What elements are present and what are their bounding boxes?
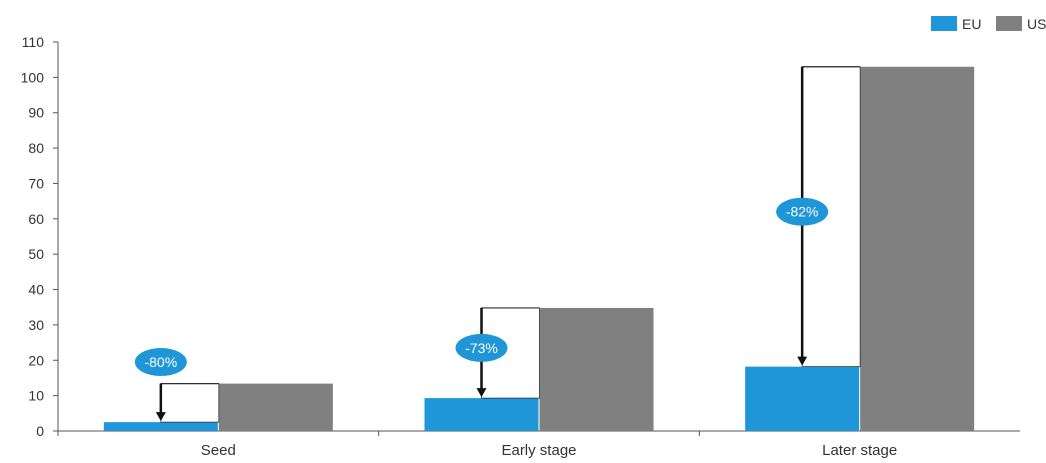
axes: 0 10 20 30 40 50 60 70 80 90 100 110 Seed Early stage… (21, 34, 1020, 459)
y-tick-label: 70 (28, 175, 44, 191)
x-tick-label: Early stage (501, 442, 576, 458)
annotation-bubble (776, 197, 829, 226)
x-tick-label: Seed (201, 442, 236, 458)
y-tick-label: 20 (28, 352, 44, 368)
y-tick-label: 40 (28, 282, 44, 298)
y-tick-label: 100 (21, 69, 45, 85)
bar-eu (745, 366, 860, 431)
bar-eu (103, 422, 218, 431)
annotation-arrowhead (797, 356, 808, 366)
y-tick-label: 50 (28, 246, 44, 262)
y-tick-label: 90 (28, 105, 44, 121)
y-tick-label: 110 (22, 34, 45, 50)
annotations: -80% -73% -82% (134, 66, 861, 423)
y-tick-label: 60 (28, 211, 44, 227)
annotation-bubble (134, 348, 187, 377)
bar-us (218, 383, 333, 431)
y-tick-label: 10 (28, 388, 44, 404)
y-tick-label: 30 (28, 317, 44, 333)
annotation-label: -73% (465, 340, 498, 356)
legend-swatch-eu (931, 16, 957, 31)
y-tick-label: 0 (36, 423, 44, 439)
annotation-arrowhead (155, 412, 166, 422)
legend-swatch-us (996, 16, 1022, 31)
bar-us (860, 66, 975, 431)
annotation-arrowhead (476, 388, 487, 398)
bars (103, 66, 975, 431)
legend-label-eu: EU (962, 16, 981, 32)
legend-label-us: US (1027, 16, 1046, 32)
bar-eu (424, 398, 539, 431)
annotation-gap-box (160, 383, 220, 423)
annotation-bubble (455, 333, 508, 362)
bar-us (539, 307, 654, 431)
annotation-label: -82% (786, 204, 819, 220)
annotation-label: -80% (144, 354, 177, 370)
legend: EU US (931, 16, 1046, 32)
y-tick-label: 80 (28, 140, 44, 156)
x-tick-label: Later stage (822, 442, 897, 458)
